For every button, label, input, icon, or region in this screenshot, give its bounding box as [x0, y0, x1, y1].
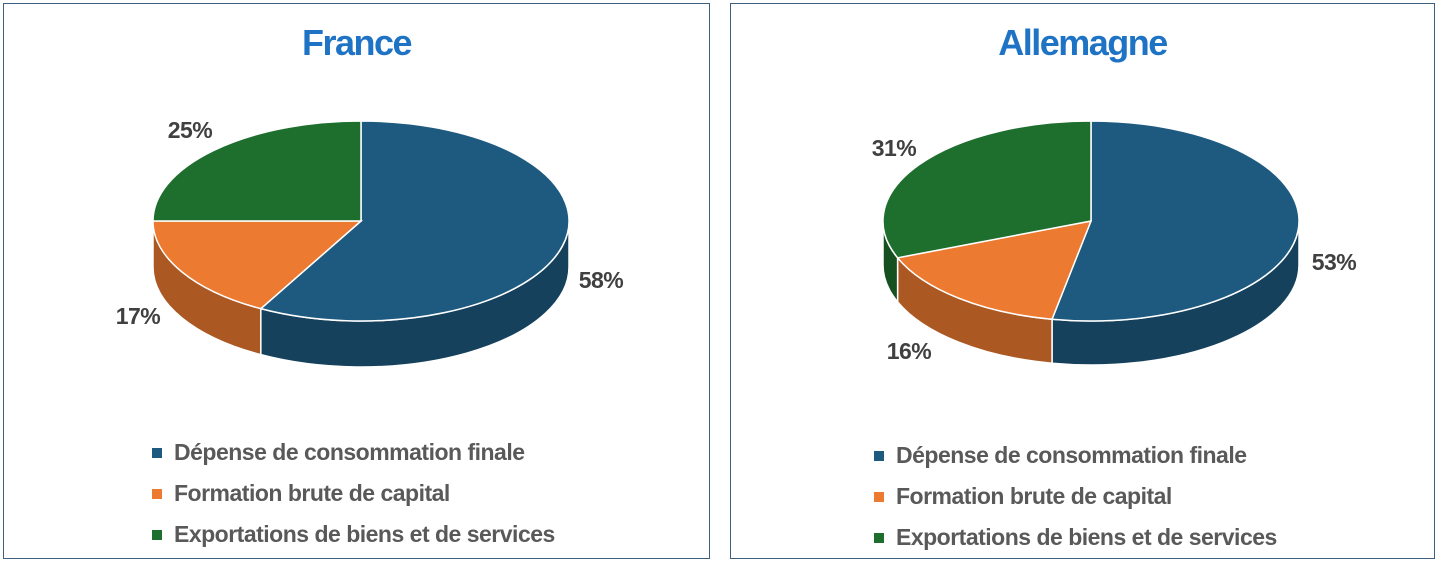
legend-label: Dépense de consommation finale [174, 439, 525, 465]
data-label-capital: 16% [887, 338, 932, 364]
legend-label: Dépense de consommation finale [896, 442, 1247, 468]
legend-swatch-exports [874, 532, 884, 543]
data-label-capital: 17% [116, 303, 161, 329]
pie-chart-france: 58% 17% 25% [116, 117, 624, 368]
data-label-consumption: 58% [579, 267, 624, 293]
pie-slice-capital [896, 220, 1093, 321]
data-label-consumption: 53% [1312, 249, 1357, 275]
chart-panel-allemagne: Allemagne 53% 16% 31% Dépense de consommat… [730, 3, 1435, 559]
legend-swatch-consumption [874, 450, 884, 461]
legend-label: Formation brute de capital [174, 480, 450, 506]
legend: Dépense de consommation finale Formation… [152, 432, 555, 555]
legend-label: Exportations de biens et de services [896, 524, 1277, 550]
legend-item: Formation brute de capital [152, 473, 555, 514]
pie-slice-capital [152, 220, 363, 310]
chart-title: France [301, 22, 413, 63]
legend-label: Formation brute de capital [896, 483, 1172, 509]
legend-swatch-consumption [152, 447, 162, 458]
pie-slice-consumption [1050, 120, 1300, 322]
legend-swatch-capital [874, 491, 884, 502]
pie-slice-exports [882, 120, 1092, 259]
legend-item: Dépense de consommation finale [874, 435, 1277, 476]
legend-item: Dépense de consommation finale [152, 432, 555, 473]
data-label-exports: 25% [168, 117, 213, 143]
legend-item: Exportations de biens et de services [152, 514, 555, 555]
legend-item: Formation brute de capital [874, 476, 1277, 517]
chart-title: Allemagne [998, 22, 1168, 63]
legend-label: Exportations de biens et de services [174, 521, 555, 547]
pie-chart-allemagne: 53% 16% 31% [872, 120, 1357, 366]
pie-slice-consumption [259, 120, 570, 322]
chart-panel-france: France 58% 17% 25% Dépense de consommation… [3, 3, 710, 559]
pie-slice-exports [152, 120, 362, 222]
data-label-exports: 31% [872, 135, 917, 161]
legend: Dépense de consommation finale Formation… [874, 435, 1277, 558]
legend-swatch-exports [152, 529, 162, 540]
legend-swatch-capital [152, 488, 162, 499]
legend-item: Exportations de biens et de services [874, 517, 1277, 558]
